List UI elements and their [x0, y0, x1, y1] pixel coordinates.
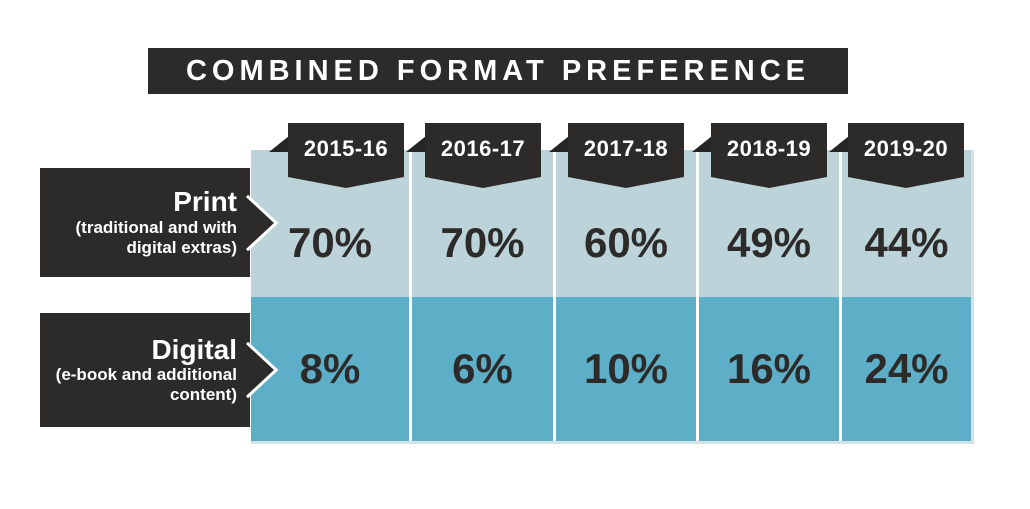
- year-ribbon-2015-16: 2015-16: [288, 123, 404, 188]
- digital-row-title: Digital: [151, 333, 237, 365]
- print-row-pointer-icon: [246, 194, 279, 252]
- ribbon-fold-icon: [269, 136, 289, 152]
- digital-row-pointer-icon: [246, 341, 279, 399]
- print-row-subtitle: (traditional and with digital extras): [75, 217, 238, 257]
- ribbon-fold-icon: [549, 136, 569, 152]
- year-ribbon-2019-20: 2019-20: [848, 123, 964, 188]
- value-cell-digital-2017-18: 10%: [556, 297, 696, 441]
- digital-row-subtitle: (e-book and additional content): [55, 365, 237, 405]
- year-ribbon-2018-19: 2018-19: [711, 123, 827, 188]
- value-cell-digital-2019-20: 24%: [842, 297, 971, 441]
- ribbon-fold-icon: [829, 136, 849, 152]
- ribbon-fold-icon: [692, 136, 712, 152]
- digital-row-label: Digital (e-book and additional content): [40, 313, 250, 427]
- value-cell-digital-2018-19: 16%: [699, 297, 839, 441]
- year-ribbon-2016-17: 2016-17: [425, 123, 541, 188]
- data-table: 70% 70% 60% 49% 44% 8% 6% 10% 16% 24%: [251, 150, 974, 444]
- print-row-label: Print (traditional and with digital extr…: [40, 168, 250, 277]
- title-bar: COMBINED FORMAT PREFERENCE: [148, 48, 848, 94]
- value-cell-digital-2015-16: 8%: [251, 297, 409, 441]
- year-ribbon-2017-18: 2017-18: [568, 123, 684, 188]
- value-cell-digital-2016-17: 6%: [412, 297, 553, 441]
- page-title: COMBINED FORMAT PREFERENCE: [185, 54, 811, 87]
- ribbon-fold-icon: [406, 136, 426, 152]
- print-row-title: Print: [173, 186, 237, 218]
